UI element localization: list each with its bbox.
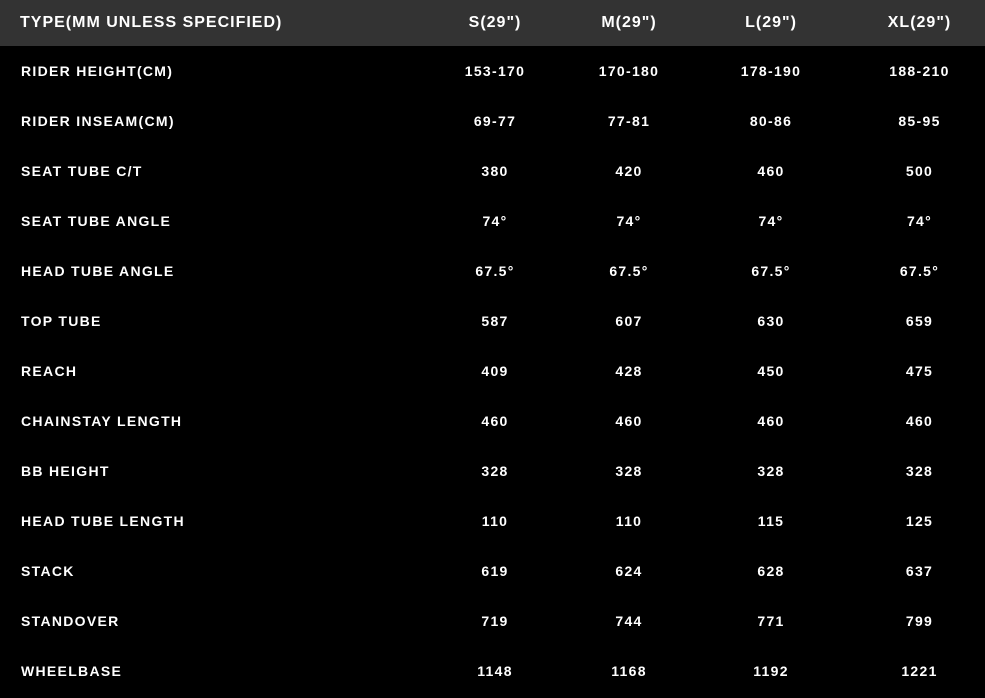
column-header-size: S(29") (468, 14, 522, 31)
cell-value: 628 (757, 563, 785, 579)
cell-value: 67.5° (751, 263, 791, 279)
cell-value: 1221 (901, 663, 938, 679)
cell-value: 115 (757, 513, 785, 529)
cell-value: 328 (905, 463, 934, 479)
cell-value: 500 (905, 163, 934, 179)
cell-value: 460 (757, 163, 785, 179)
cell-value: 460 (757, 413, 785, 429)
cell-value: 170-180 (598, 63, 660, 79)
cell-value: 380 (481, 163, 509, 179)
cell-value: 771 (757, 613, 785, 629)
cell-value: 1148 (477, 663, 513, 679)
table-row: HEAD TUBE ANGLE 67.5° 67.5° 67.5° 67.5° (0, 246, 985, 296)
cell-value: 67.5° (609, 263, 649, 279)
cell-value: 74° (616, 213, 642, 229)
table-row: RIDER INSEAM(CM) 69-77 77-81 80-86 85-95 (0, 96, 985, 146)
column-header-size: M(29") (601, 14, 657, 31)
row-label: WHEELBASE (21, 663, 123, 679)
cell-value: 110 (615, 513, 643, 529)
table-row: SEAT TUBE C/T 380 420 460 500 (0, 146, 985, 196)
column-header-size: L(29") (745, 14, 797, 31)
table-row: SEAT TUBE ANGLE 74° 74° 74° 74° (0, 196, 985, 246)
table-row: STACK 619 624 628 637 (0, 546, 985, 596)
cell-value: 74° (758, 213, 784, 229)
row-label: HEAD TUBE ANGLE (21, 263, 175, 279)
cell-value: 328 (757, 463, 785, 479)
cell-value: 460 (905, 413, 934, 429)
column-header-type: TYPE(MM UNLESS SPECIFIED) (20, 14, 283, 31)
cell-value: 450 (757, 363, 785, 379)
row-label: RIDER HEIGHT(CM) (21, 63, 174, 79)
table-row: HEAD TUBE LENGTH 110 110 115 125 (0, 496, 985, 546)
table-row: REACH 409 428 450 475 (0, 346, 985, 396)
header-row: TYPE(MM UNLESS SPECIFIED) S(29") M(29") L(2… (0, 0, 985, 46)
cell-value: 67.5° (899, 263, 940, 279)
cell-value: 420 (615, 163, 643, 179)
table-row: CHAINSTAY LENGTH 460 460 460 460 (0, 396, 985, 446)
row-label: BB HEIGHT (21, 463, 110, 479)
cell-value: 630 (757, 313, 785, 329)
row-label: REACH (21, 363, 78, 379)
row-label: CHAINSTAY LENGTH (21, 413, 183, 429)
cell-value: 607 (615, 313, 643, 329)
table-row: WHEELBASE 1148 1168 1192 1221 (0, 646, 985, 696)
cell-value: 328 (615, 463, 643, 479)
cell-value: 637 (905, 563, 934, 579)
cell-value: 1168 (611, 663, 647, 679)
row-label: SEAT TUBE C/T (21, 163, 143, 179)
table-row: STANDOVER 719 744 771 799 (0, 596, 985, 646)
cell-value: 188-210 (889, 63, 950, 79)
cell-value: 328 (481, 463, 509, 479)
cell-value: 619 (481, 563, 509, 579)
cell-value: 67.5° (475, 263, 515, 279)
cell-value: 624 (615, 563, 643, 579)
cell-value: 77-81 (607, 113, 651, 129)
table-row: TOP TUBE 587 607 630 659 (0, 296, 985, 346)
cell-value: 85-95 (898, 113, 941, 129)
cell-value: 744 (615, 613, 643, 629)
table-row: RIDER HEIGHT(CM) 153-170 170-180 178-190 188… (0, 46, 985, 96)
cell-value: 460 (481, 413, 509, 429)
cell-value: 74° (906, 213, 933, 229)
column-header-size: XL(29") (887, 14, 952, 31)
row-label: STANDOVER (21, 613, 120, 629)
cell-value: 428 (615, 363, 643, 379)
row-label: SEAT TUBE ANGLE (21, 213, 172, 229)
cell-value: 587 (481, 313, 509, 329)
cell-value: 460 (615, 413, 643, 429)
row-label: TOP TUBE (21, 313, 102, 329)
cell-value: 719 (481, 613, 509, 629)
row-label: HEAD TUBE LENGTH (21, 513, 185, 529)
cell-value: 475 (905, 363, 934, 379)
cell-value: 409 (481, 363, 509, 379)
cell-value: 69-77 (473, 113, 517, 129)
row-label: RIDER INSEAM(CM) (21, 113, 175, 129)
cell-value: 110 (481, 513, 509, 529)
cell-value: 74° (482, 213, 508, 229)
cell-value: 1192 (753, 663, 789, 679)
cell-value: 178-190 (740, 63, 802, 79)
cell-value: 80-86 (749, 113, 793, 129)
cell-value: 125 (905, 513, 934, 529)
cell-value: 799 (905, 613, 934, 629)
cell-value: 659 (905, 313, 934, 329)
row-label: STACK (21, 563, 75, 579)
cell-value: 153-170 (464, 63, 526, 79)
table-row: BB HEIGHT 328 328 328 328 (0, 446, 985, 496)
